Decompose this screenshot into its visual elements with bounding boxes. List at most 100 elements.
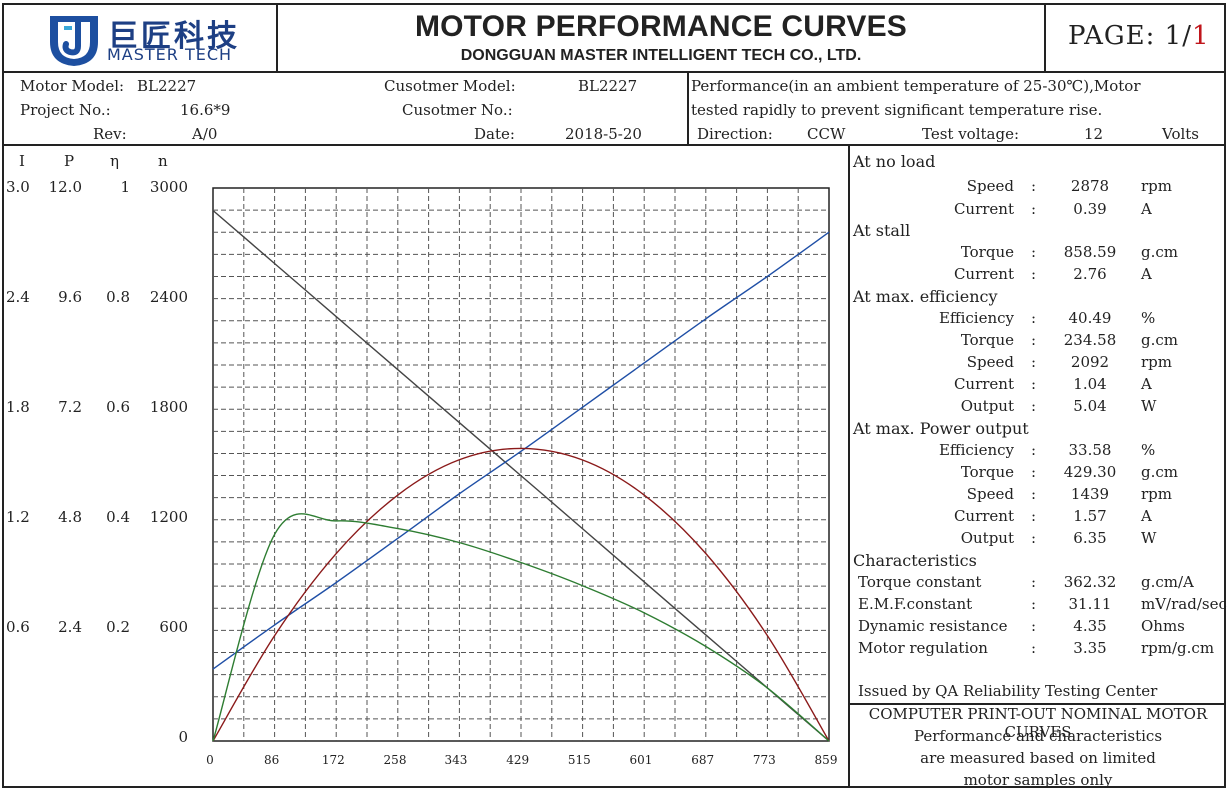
y-tick-p: 4.8 xyxy=(58,508,82,526)
y-tick-n: 600 xyxy=(159,618,188,636)
max-pow-stat-value: 1.57 xyxy=(1073,507,1107,525)
y-tick-eta: 0.6 xyxy=(106,398,130,416)
stall-stat-value: 2.76 xyxy=(1073,265,1107,283)
no-load-stat-unit: A xyxy=(1141,200,1152,218)
no-load-stat-unit: rpm xyxy=(1141,177,1172,195)
x-tick-label: 172 xyxy=(322,753,345,767)
rev-label: Rev: xyxy=(93,125,127,143)
page-label: PAGE: 1/ xyxy=(1068,21,1192,51)
curve-i xyxy=(212,231,830,670)
max-eff-stat-label: Speed xyxy=(966,353,1014,371)
y-tick-eta: 0.8 xyxy=(106,288,130,306)
date-label: Date: xyxy=(474,125,515,143)
max-pow-stat-unit: % xyxy=(1141,441,1156,459)
y-tick-p: 9.6 xyxy=(58,288,82,306)
y-tick-i: 3.0 xyxy=(6,178,30,196)
char-stat-value: 3.35 xyxy=(1073,639,1107,657)
stall-stat-label: Torque xyxy=(960,243,1014,261)
stall-stat-label: Current xyxy=(953,265,1014,283)
y-tick-eta: 0.2 xyxy=(106,618,130,636)
max-eff-stat-colon: : xyxy=(1031,397,1037,415)
y-tick-n: 3000 xyxy=(149,178,188,196)
no-load-stat-colon: : xyxy=(1031,177,1037,195)
max-pow-stat-unit: A xyxy=(1141,507,1152,525)
customer-no-label: Cusotmer No.: xyxy=(402,101,513,119)
rev-value: A/0 xyxy=(192,125,218,143)
stall-stat-unit: g.cm xyxy=(1141,243,1178,261)
max-pow-stat-colon: : xyxy=(1031,529,1037,547)
performance-chart: 0 86 172 258 343 429 515 601 687 773 859 xyxy=(206,187,837,767)
char-stat-colon: : xyxy=(1031,573,1037,591)
max-pow-stat-label: Efficiency xyxy=(938,441,1014,459)
voltage-label: Test voltage: xyxy=(922,125,1020,143)
stall-stat-colon: : xyxy=(1031,243,1037,261)
company-name: DONGGUAN MASTER INTELLIGENT TECH CO., LT… xyxy=(460,47,862,64)
direction-label: Direction: xyxy=(697,125,773,143)
max-eff-stat-colon: : xyxy=(1031,353,1037,371)
y-tick-n: 2400 xyxy=(149,288,188,306)
stall-title: At stall xyxy=(853,221,911,240)
max-eff-stat-unit: rpm xyxy=(1141,353,1172,371)
perf-line-1: Performance(in an ambient temperature of… xyxy=(691,77,1141,95)
max-pow-stat-colon: : xyxy=(1031,463,1037,481)
max-pow-stat-unit: rpm xyxy=(1141,485,1172,503)
stall-stat-unit: A xyxy=(1141,265,1152,283)
header-divider xyxy=(4,71,1224,73)
char-stat-value: 362.32 xyxy=(1063,573,1117,591)
max-pow-stat-label: Torque xyxy=(960,463,1014,481)
max-pow-stat-value: 33.58 xyxy=(1068,441,1112,459)
y-tick-i: 0.6 xyxy=(6,618,30,636)
x-tick-label: 258 xyxy=(384,753,407,767)
y-tick-p: 2.4 xyxy=(58,618,82,636)
chart-grid xyxy=(212,187,830,742)
x-tick-label: 429 xyxy=(506,753,529,767)
note-line-2: Performance and characteristics xyxy=(913,727,1163,745)
x-tick-label: 343 xyxy=(445,753,468,767)
no-load-stat-label: Current xyxy=(953,200,1014,218)
y-tick-n: 0 xyxy=(178,728,188,746)
perf-line-2: tested rapidly to prevent significant te… xyxy=(691,101,1103,119)
char-stat-label: E.M.F.constant xyxy=(858,595,973,613)
logo-area: 巨匠科技 MASTER TECH xyxy=(4,5,278,71)
max-eff-stat-unit: W xyxy=(1141,397,1157,415)
stall-stat-colon: : xyxy=(1031,265,1037,283)
axis-head-p: P xyxy=(64,152,75,170)
char-stat-unit: rpm/g.cm xyxy=(1141,639,1215,657)
direction-value: CCW xyxy=(807,125,846,143)
max-pow-stat-label: Speed xyxy=(966,485,1014,503)
sheet-frame xyxy=(2,3,1226,788)
page-area: PAGE: 1/1 xyxy=(1046,5,1224,71)
project-no-label: Project No.: xyxy=(20,101,111,119)
chart-stats-divider xyxy=(848,145,850,786)
no-load-stat-label: Speed xyxy=(966,177,1014,195)
info-bottom-divider xyxy=(4,144,1224,146)
no-load-stat-value: 0.39 xyxy=(1073,200,1107,218)
char-stat-unit: Ohms xyxy=(1141,617,1185,635)
x-tick-label: 773 xyxy=(753,753,776,767)
info-divider xyxy=(687,72,689,145)
voltage-unit: Volts xyxy=(1162,125,1200,143)
max-eff-stat-colon: : xyxy=(1031,331,1037,349)
max-eff-stat-colon: : xyxy=(1031,309,1037,327)
issued-divider xyxy=(849,703,1224,705)
page-total: 1 xyxy=(1191,21,1210,51)
curve-eta xyxy=(212,513,830,742)
voltage-value: 12 xyxy=(1084,125,1104,143)
max-eff-title: At max. efficiency xyxy=(853,287,998,306)
date-value: 2018-5-20 xyxy=(565,125,642,143)
stall-stat-value: 858.59 xyxy=(1063,243,1117,261)
max-eff-stat-value: 40.49 xyxy=(1068,309,1112,327)
char-stat-value: 31.11 xyxy=(1068,595,1112,613)
max-eff-stat-value: 2092 xyxy=(1070,353,1110,371)
y-tick-i: 2.4 xyxy=(6,288,30,306)
char-stat-colon: : xyxy=(1031,617,1037,635)
x-tick-label: 601 xyxy=(630,753,653,767)
customer-model-value: BL2227 xyxy=(578,77,638,95)
max-eff-stat-colon: : xyxy=(1031,375,1037,393)
char-stat-unit: mV/rad/sec xyxy=(1141,595,1227,613)
x-tick-label: 687 xyxy=(691,753,714,767)
char-stat-unit: g.cm/A xyxy=(1141,573,1194,591)
no-load-title: At no load xyxy=(853,152,936,171)
max-pow-stat-unit: W xyxy=(1141,529,1157,547)
y-tick-eta: 0.4 xyxy=(106,508,130,526)
